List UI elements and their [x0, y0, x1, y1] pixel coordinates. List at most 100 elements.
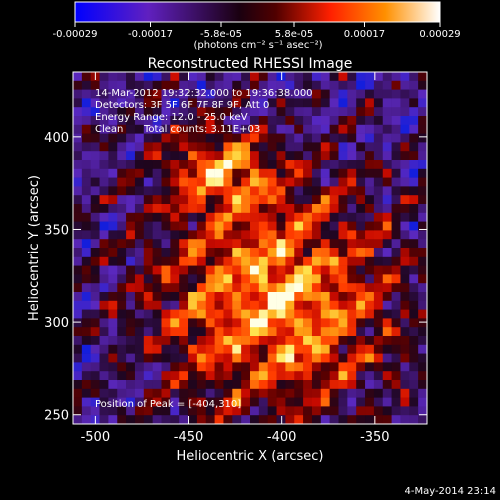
- heatmap-cell: [400, 221, 410, 231]
- heatmap-cell: [161, 248, 171, 258]
- heatmap-cell: [179, 397, 189, 407]
- heatmap-cell: [196, 124, 207, 134]
- heatmap-cell: [152, 248, 162, 258]
- heatmap-cell: [303, 362, 313, 372]
- heatmap-cell: [267, 388, 277, 398]
- colorbar-tick-label: -5.8e-05: [200, 29, 242, 40]
- heatmap-cell: [373, 353, 384, 363]
- heatmap-cell: [232, 344, 242, 354]
- heatmap-cell: [338, 388, 348, 398]
- heatmap-cell: [329, 380, 339, 390]
- heatmap-cell: [126, 265, 136, 275]
- heatmap-cell: [382, 204, 392, 214]
- heatmap-cell: [409, 248, 419, 258]
- heatmap-cell: [356, 274, 366, 284]
- heatmap-cell: [99, 239, 109, 249]
- heatmap-cell: [373, 160, 384, 170]
- heatmap-cell: [99, 72, 109, 82]
- heatmap-cell: [311, 221, 322, 231]
- heatmap-cell: [303, 107, 313, 117]
- heatmap-cell: [329, 371, 339, 381]
- heatmap-cell: [267, 265, 277, 275]
- heatmap-cell: [276, 292, 286, 302]
- heatmap-cell: [320, 248, 330, 258]
- heatmap-cell: [73, 107, 83, 117]
- heatmap-cell: [329, 336, 339, 346]
- heatmap-cell: [382, 80, 392, 90]
- heatmap-cell: [373, 380, 384, 390]
- heatmap-cell: [232, 362, 242, 372]
- heatmap-cell: [73, 327, 83, 337]
- heatmap-cell: [223, 142, 233, 152]
- heatmap-cell: [152, 168, 162, 178]
- heatmap-cell: [400, 415, 410, 424]
- heatmap-cell: [347, 265, 357, 275]
- heatmap-cell: [347, 292, 357, 302]
- heatmap-cell: [81, 380, 91, 390]
- heatmap-cell: [250, 265, 260, 275]
- x-tick-label: -500: [81, 430, 111, 445]
- heatmap-cell: [161, 142, 171, 152]
- heatmap-cell: [134, 274, 145, 284]
- heatmap-cell: [311, 362, 322, 372]
- heatmap-cell: [391, 151, 401, 161]
- heatmap-cell: [143, 204, 153, 214]
- heatmap-cell: [161, 388, 171, 398]
- heatmap-cell: [214, 239, 224, 249]
- heatmap-cell: [338, 371, 348, 381]
- heatmap-cell: [188, 388, 198, 398]
- heatmap-cell: [214, 212, 224, 222]
- heatmap-cell: [214, 371, 224, 381]
- heatmap-cell: [267, 98, 277, 108]
- heatmap-cell: [188, 292, 198, 302]
- heatmap-cell: [338, 300, 348, 310]
- heatmap-cell: [258, 248, 268, 258]
- heatmap-cell: [188, 116, 198, 126]
- heatmap-cell: [391, 300, 401, 310]
- heatmap-cell: [365, 124, 375, 134]
- heatmap-cell: [320, 133, 330, 143]
- heatmap-cell: [409, 124, 419, 134]
- heatmap-cell: [338, 415, 348, 424]
- colorbar-tick-label: 5.8e-05: [275, 29, 313, 40]
- heatmap-cell: [108, 142, 118, 152]
- heatmap-cell: [320, 327, 330, 337]
- heatmap-cell: [188, 362, 198, 372]
- heatmap-cell: [152, 160, 162, 170]
- heatmap-cell: [382, 221, 392, 231]
- heatmap-cell: [294, 80, 304, 90]
- heatmap-cell: [214, 362, 224, 372]
- heatmap-cell: [276, 239, 286, 249]
- heatmap-cell: [90, 292, 100, 302]
- heatmap-cell: [365, 371, 375, 381]
- heatmap-cell: [232, 265, 242, 275]
- heatmap-cell: [294, 336, 304, 346]
- heatmap-cell: [294, 380, 304, 390]
- heatmap-cell: [241, 344, 251, 354]
- heatmap-cell: [391, 186, 401, 196]
- heatmap-cell: [285, 160, 295, 170]
- heatmap-cell: [329, 344, 339, 354]
- heatmap-cell: [391, 362, 401, 372]
- heatmap-cell: [267, 362, 277, 372]
- heatmap-cell: [152, 204, 162, 214]
- heatmap-cell: [391, 397, 401, 407]
- heatmap-cell: [152, 239, 162, 249]
- heatmap-cell: [170, 151, 180, 161]
- heatmap-cell: [418, 151, 427, 161]
- heatmap-cell: [250, 80, 260, 90]
- heatmap-cell: [320, 265, 330, 275]
- heatmap-cell: [320, 186, 330, 196]
- heatmap-cell: [356, 388, 366, 398]
- heatmap-cell: [338, 80, 348, 90]
- heatmap-cell: [303, 265, 313, 275]
- heatmap-cell: [320, 230, 330, 240]
- heatmap-cell: [170, 98, 180, 108]
- heatmap-cell: [90, 283, 100, 293]
- heatmap-cell: [196, 195, 207, 205]
- heatmap-cell: [418, 186, 427, 196]
- heatmap-cell: [81, 107, 91, 117]
- heatmap-cell: [179, 362, 189, 372]
- heatmap-cell: [356, 327, 366, 337]
- heatmap-cell: [196, 397, 207, 407]
